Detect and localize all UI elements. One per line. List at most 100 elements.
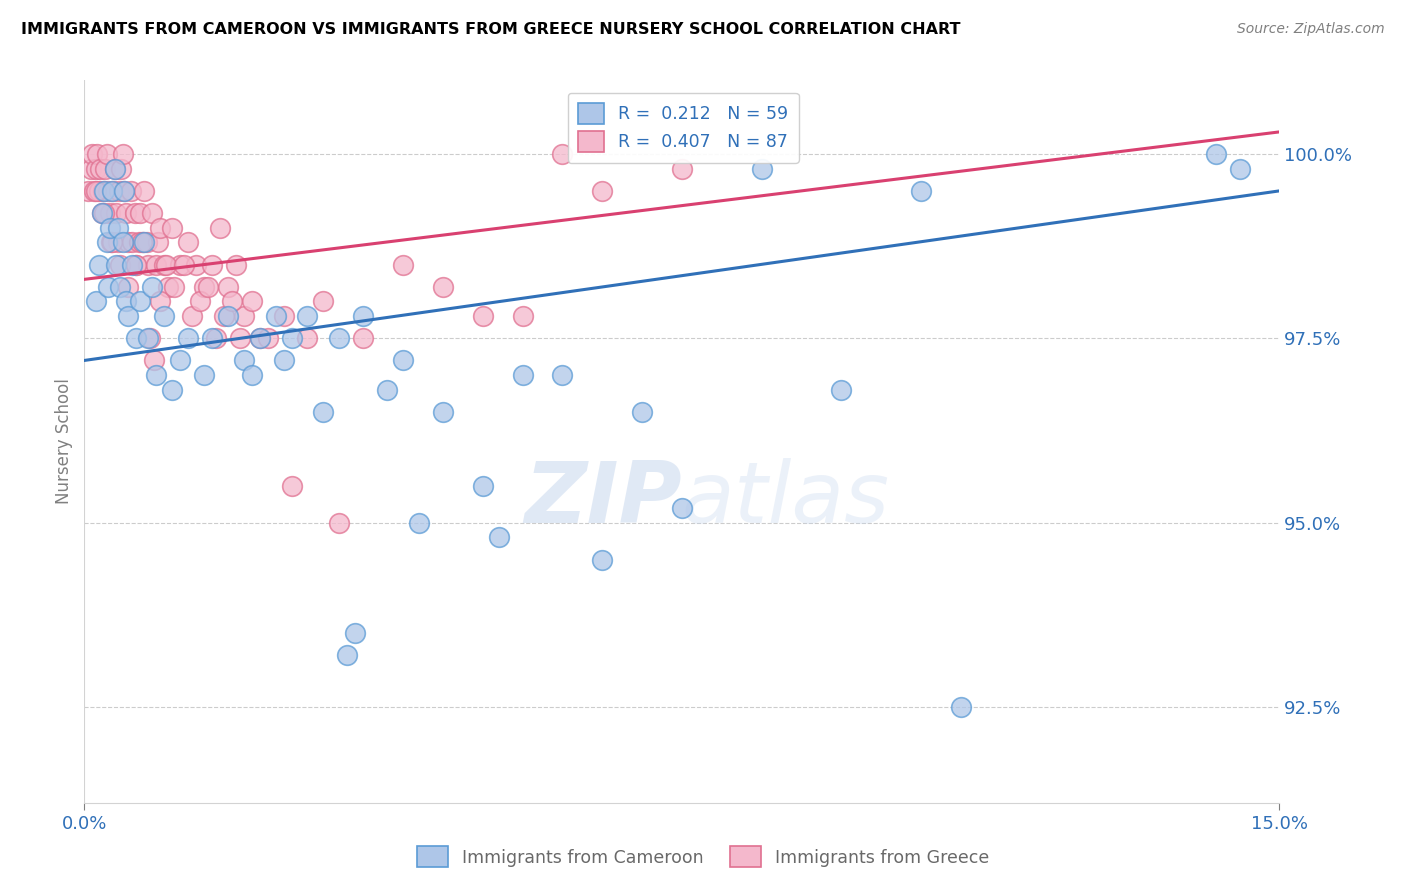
Point	[249, 331, 271, 345]
Point	[125, 331, 148, 345]
Point	[751, 161, 773, 176]
Point	[86, 294, 108, 309]
Point	[101, 184, 124, 198]
Point	[157, 279, 180, 293]
Point	[184, 258, 207, 272]
Point	[328, 331, 350, 345]
Point	[108, 184, 131, 198]
Point	[98, 206, 121, 220]
Point	[232, 309, 254, 323]
Point	[297, 331, 319, 345]
Point	[173, 258, 195, 272]
Point	[432, 279, 454, 293]
Point	[205, 331, 228, 345]
Point	[273, 353, 295, 368]
Point	[162, 279, 184, 293]
Point	[90, 206, 112, 220]
Point	[105, 258, 128, 272]
Point	[101, 235, 124, 250]
Point	[149, 220, 172, 235]
Point	[297, 309, 319, 323]
Point	[1229, 161, 1251, 176]
Point	[112, 184, 135, 198]
Point	[591, 552, 613, 566]
Point	[551, 368, 574, 383]
Point	[136, 331, 159, 345]
Point	[94, 161, 117, 176]
Point	[128, 235, 150, 250]
Point	[110, 161, 132, 176]
Point	[98, 220, 121, 235]
Point	[96, 235, 118, 250]
Legend: Immigrants from Cameroon, Immigrants from Greece: Immigrants from Cameroon, Immigrants fro…	[411, 839, 995, 874]
Point	[136, 258, 159, 272]
Point	[93, 184, 115, 198]
Point	[1205, 147, 1227, 161]
Point	[177, 235, 200, 250]
Point	[229, 331, 252, 345]
Point	[117, 279, 139, 293]
Point	[146, 235, 169, 250]
Point	[169, 258, 191, 272]
Point	[169, 353, 191, 368]
Point	[153, 258, 176, 272]
Point	[112, 184, 135, 198]
Point	[77, 184, 100, 198]
Point	[225, 258, 247, 272]
Point	[93, 184, 115, 198]
Point	[160, 383, 183, 397]
Point	[188, 294, 211, 309]
Point	[80, 161, 103, 176]
Point	[212, 309, 235, 323]
Point	[256, 331, 278, 345]
Point	[120, 184, 142, 198]
Point	[280, 331, 302, 345]
Point	[352, 309, 374, 323]
Point	[512, 309, 534, 323]
Point	[121, 235, 143, 250]
Point	[197, 279, 219, 293]
Point	[101, 184, 124, 198]
Point	[830, 383, 852, 397]
Point	[249, 331, 271, 345]
Point	[132, 235, 156, 250]
Text: Source: ZipAtlas.com: Source: ZipAtlas.com	[1237, 22, 1385, 37]
Point	[312, 405, 335, 419]
Point	[129, 206, 152, 220]
Point	[87, 258, 110, 272]
Point	[97, 279, 120, 293]
Point	[124, 206, 146, 220]
Text: IMMIGRANTS FROM CAMEROON VS IMMIGRANTS FROM GREECE NURSERY SCHOOL CORRELATION CH: IMMIGRANTS FROM CAMEROON VS IMMIGRANTS F…	[21, 22, 960, 37]
Point	[671, 500, 693, 515]
Point	[336, 648, 359, 663]
Point	[193, 279, 215, 293]
Point	[105, 206, 128, 220]
Point	[141, 206, 163, 220]
Point	[143, 353, 166, 368]
Point	[312, 294, 335, 309]
Point	[83, 184, 105, 198]
Point	[591, 184, 613, 198]
Point	[93, 206, 115, 220]
Point	[107, 235, 129, 250]
Point	[104, 161, 127, 176]
Point	[631, 405, 654, 419]
Point	[149, 294, 172, 309]
Point	[110, 258, 132, 272]
Point	[671, 161, 693, 176]
Point	[392, 258, 415, 272]
Point	[110, 279, 132, 293]
Text: ZIP: ZIP	[524, 458, 682, 541]
Point	[273, 309, 295, 323]
Point	[181, 309, 204, 323]
Point	[201, 331, 224, 345]
Point	[121, 258, 143, 272]
Point	[131, 235, 153, 250]
Point	[111, 235, 134, 250]
Point	[84, 161, 107, 176]
Point	[141, 279, 163, 293]
Point	[344, 626, 367, 640]
Point	[82, 147, 104, 161]
Point	[177, 331, 200, 345]
Point	[86, 147, 108, 161]
